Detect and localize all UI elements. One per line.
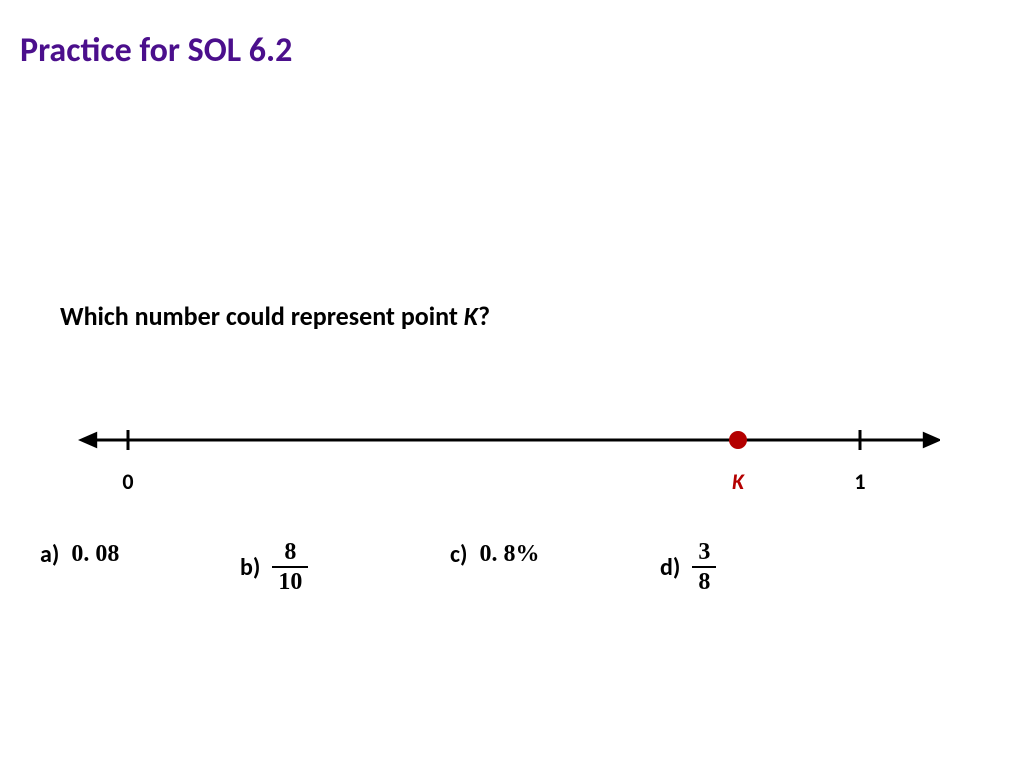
fraction-numerator: 8 <box>278 540 302 566</box>
question-prefix: Which number could represent point <box>60 300 464 332</box>
question-suffix: ? <box>478 300 490 332</box>
option-d-fraction: 3 8 <box>692 540 716 594</box>
tick-label: 0 <box>122 468 133 495</box>
number-line-svg <box>60 400 940 520</box>
fraction-denominator: 8 <box>692 566 716 594</box>
question-text: Which number could represent point K? <box>60 300 490 332</box>
question-point-label: K <box>464 300 478 332</box>
option-letter: d) <box>660 553 680 582</box>
option-c[interactable]: c) 0. 8% <box>450 540 540 569</box>
option-c-value: 0. 8% <box>480 541 540 568</box>
tick-label: 1 <box>854 468 865 495</box>
option-a-value: 0. 08 <box>71 541 119 568</box>
fraction-numerator: 3 <box>692 540 716 566</box>
answer-options: a) 0. 08 b) 8 10 c) 0. 8% d) 3 8 <box>40 540 940 620</box>
page-title: Practice for SOL 6.2 <box>20 30 292 71</box>
option-b-fraction: 8 10 <box>272 540 308 594</box>
option-b[interactable]: b) 8 10 <box>240 540 308 594</box>
fraction-denominator: 10 <box>272 566 308 594</box>
option-letter: a) <box>40 540 59 569</box>
slide: Practice for SOL 6.2 Which number could … <box>0 0 1024 768</box>
option-a[interactable]: a) 0. 08 <box>40 540 119 569</box>
option-letter: b) <box>240 553 260 582</box>
point-k-label: K <box>732 468 744 495</box>
option-letter: c) <box>450 540 468 569</box>
option-d[interactable]: d) 3 8 <box>660 540 716 594</box>
number-line: 0 1 K <box>60 400 940 520</box>
